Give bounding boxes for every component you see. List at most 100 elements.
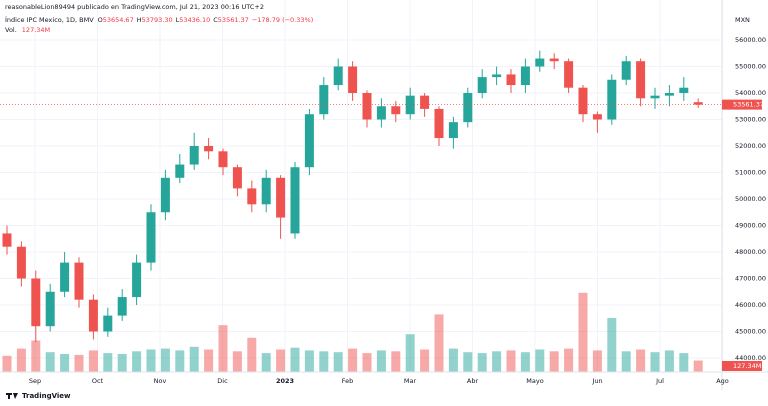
x-tick-label: Sep: [29, 377, 41, 385]
candle-body: [679, 87, 689, 94]
ohlc-label: H: [137, 16, 142, 24]
volume-bar: [45, 352, 55, 372]
volume-bar: [16, 348, 26, 372]
volume-bar: [420, 349, 430, 372]
volume-bar: [247, 337, 257, 372]
volume-bar: [592, 350, 602, 372]
candle-body: [693, 102, 703, 105]
y-tick-label: 46000.00: [735, 301, 766, 309]
candle-body: [117, 297, 127, 316]
candle-body: [103, 315, 113, 332]
candle-body: [463, 93, 473, 123]
ohlc-value: 53561.37: [218, 16, 249, 24]
candle-body: [88, 299, 98, 332]
volume-bar: [362, 353, 372, 372]
candle-body: [535, 58, 545, 67]
volume-bar: [693, 360, 703, 372]
volume-bar: [578, 292, 588, 372]
candle-body: [348, 66, 358, 94]
x-tick-label: Ago: [716, 377, 729, 385]
x-tick-label: Jun: [591, 377, 602, 385]
x-tick-label: Abr: [467, 377, 479, 385]
last-price-label: 53561.37: [733, 101, 764, 109]
volume-bar: [261, 353, 271, 372]
volume-bar: [376, 350, 386, 372]
volume-bar: [88, 350, 98, 372]
y-tick-label: 56000.00: [735, 36, 766, 44]
candle-body: [160, 177, 170, 213]
candle-body: [362, 93, 372, 120]
candle-body: [31, 278, 41, 327]
logo: TradingView: [22, 392, 71, 400]
candle-body: [376, 106, 386, 120]
volume-layer: [2, 292, 703, 372]
candle-body: [506, 74, 516, 86]
volume-bar: [60, 354, 70, 372]
candle-body: [175, 164, 185, 178]
x-tick-label: Mar: [404, 377, 417, 385]
volume-bar: [117, 354, 127, 372]
ohlc-value: 53793.30: [142, 16, 173, 24]
candle-body: [636, 61, 646, 99]
volume-label: Vol.: [5, 26, 17, 34]
candle-body: [448, 122, 458, 139]
candle-body: [564, 61, 574, 88]
candle-body: [276, 177, 286, 218]
ohlc-value: 53654.67: [103, 16, 134, 24]
candle-body: [607, 79, 617, 120]
volume-bar: [607, 318, 617, 372]
y-tick-label: 53000.00: [735, 116, 766, 124]
volume-bar: [2, 355, 12, 372]
volume-bar: [492, 351, 502, 372]
candle-body: [60, 262, 70, 292]
volume-bar: [434, 314, 444, 372]
candle-body: [189, 146, 199, 165]
volume-bar: [621, 351, 631, 372]
candle-body: [664, 93, 674, 96]
candle-body: [592, 114, 602, 120]
candle-body: [146, 212, 156, 263]
volume-bar: [506, 350, 516, 372]
currency: MXN: [735, 16, 750, 24]
candle-body: [405, 95, 415, 115]
candle-body: [434, 108, 444, 139]
volume-bar: [74, 354, 84, 372]
candle-body: [304, 114, 314, 168]
candle-body: [520, 66, 530, 86]
volume-bar: [290, 347, 300, 372]
candle-body: [247, 188, 257, 205]
volume-bar: [535, 349, 545, 372]
volume-value: 127.34M: [22, 26, 50, 34]
y-tick-label: 47000.00: [735, 275, 766, 283]
volume-bar: [132, 351, 142, 372]
volume-bar: [218, 325, 228, 372]
candle-body: [218, 151, 228, 168]
volume-bar: [477, 353, 487, 372]
candle-body: [477, 77, 487, 94]
candle-body: [290, 167, 300, 234]
y-tick-label: 44000.00: [735, 354, 766, 362]
volume-bar: [304, 350, 314, 372]
ohlc-label: L: [176, 16, 180, 24]
y-tick-label: 55000.00: [735, 62, 766, 70]
byline: reasonableLion89494 publicado en Trading…: [5, 3, 264, 11]
volume-bar: [448, 348, 458, 372]
volume-bar: [175, 350, 185, 372]
x-tick-label: Oct: [92, 377, 104, 385]
candle-body: [391, 106, 401, 115]
volume-bar: [463, 352, 473, 372]
header-line: Índice IPC Mexico, 1D, BMV O53654.67 H5379…: [5, 15, 313, 24]
candle-body: [232, 167, 242, 189]
volume-tag: [722, 361, 762, 371]
volume-bar: [319, 351, 329, 372]
y-tick-label: 45000.00: [735, 328, 766, 336]
volume-bar: [636, 349, 646, 372]
last-price-tag: [722, 99, 762, 110]
x-tick-label: Dic: [217, 377, 228, 385]
volume-bar: [391, 351, 401, 372]
volume-bar: [405, 334, 415, 372]
volume-bar: [679, 353, 689, 372]
candle-body: [204, 146, 214, 152]
